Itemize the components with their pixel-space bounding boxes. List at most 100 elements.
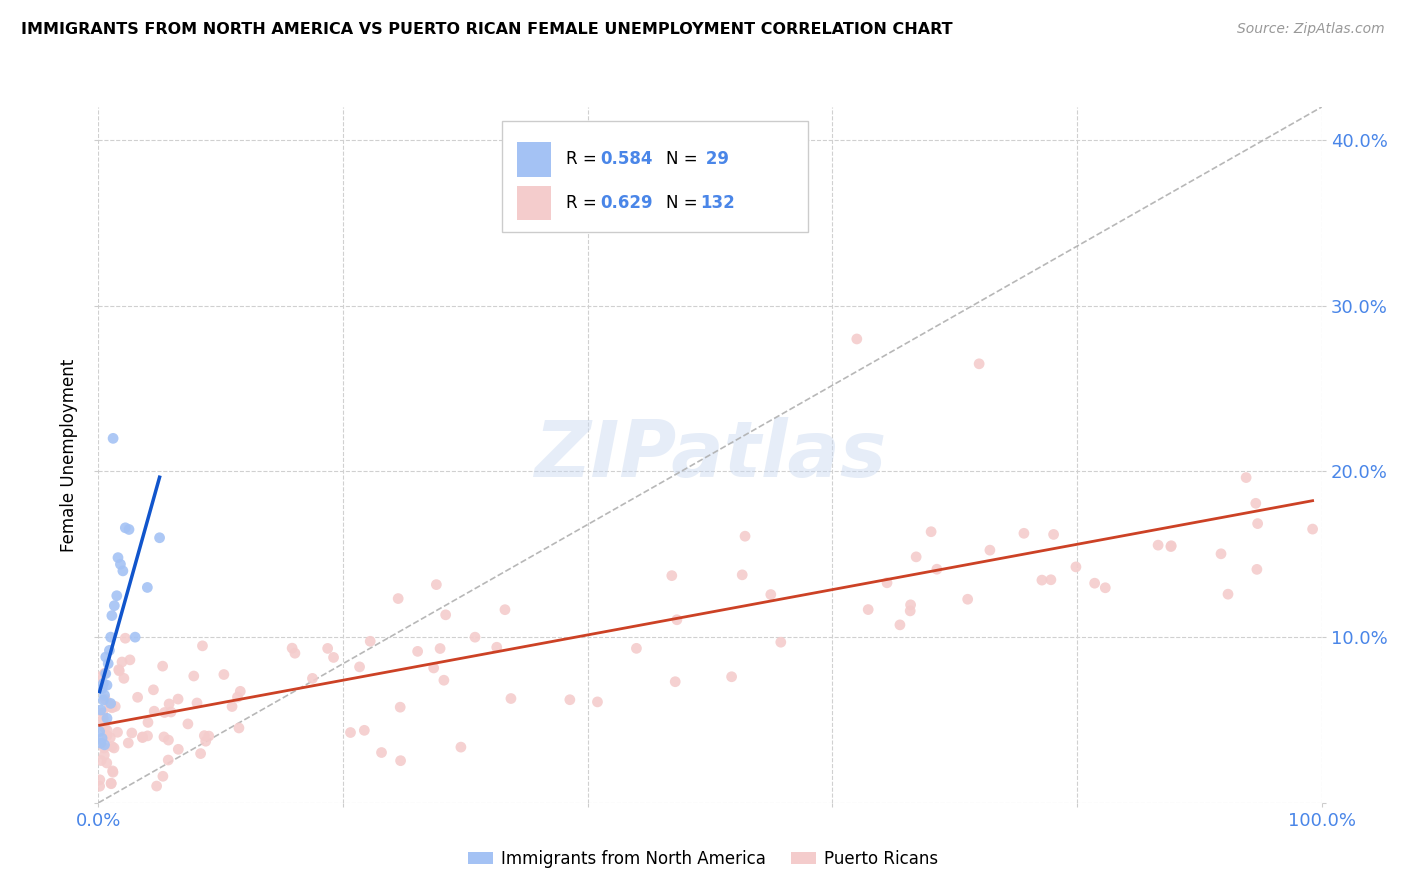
Point [96,756,118,770]
Point [101,765,124,780]
Point [353,723,375,738]
Point [131,730,153,744]
Point [186,696,208,710]
Point [898,604,921,618]
Point [101,700,124,714]
Point [1147,538,1170,552]
Point [96,711,118,725]
Point [1012,526,1035,541]
Point [91,706,114,720]
Point [93,738,115,752]
Point [731,567,754,582]
Text: IMMIGRANTS FROM NORTH AMERICA VS PUERTO RICAN FEMALE UNEMPLOYMENT CORRELATION CH: IMMIGRANTS FROM NORTH AMERICA VS PUERTO … [21,22,953,37]
Point [389,754,412,768]
Point [89,779,111,793]
Point [359,634,381,648]
Text: 0.629: 0.629 [600,194,652,212]
Point [322,650,344,665]
Point [889,618,911,632]
Point [98,643,121,657]
Point [499,691,522,706]
Point [177,717,200,731]
Point [1246,516,1268,531]
Point [734,529,756,543]
Point [494,603,516,617]
Point [167,692,190,706]
Point [93,741,115,756]
Point [1039,573,1062,587]
Point [284,646,307,660]
Point [117,736,139,750]
Point [769,635,792,649]
Point [127,690,149,705]
Point [97,657,120,671]
Text: Source: ZipAtlas.com: Source: ZipAtlas.com [1237,22,1385,37]
Point [856,602,879,616]
Bar [502,121,808,232]
Point [979,543,1001,558]
Point [1302,522,1324,536]
Point [93,666,115,681]
Point [1234,470,1257,484]
Point [136,715,159,730]
Point [118,653,141,667]
Point [91,681,114,696]
Point [664,674,686,689]
Point [1244,496,1267,510]
Point [626,641,648,656]
Point [89,772,111,787]
Point [956,592,979,607]
Point [91,714,114,729]
Point [98,731,121,745]
Point [349,660,371,674]
Point [387,591,409,606]
Point [96,678,118,692]
Point [100,697,122,711]
Point [100,776,122,790]
Point [197,729,219,743]
Point [1246,562,1268,576]
Point [101,608,124,623]
Text: N =: N = [666,194,703,212]
Point [157,697,180,711]
Point [1084,576,1107,591]
Point [124,630,146,644]
Legend: Immigrants from North America, Puerto Ricans: Immigrants from North America, Puerto Ri… [461,844,945,875]
Point [96,723,118,738]
Point [433,673,456,688]
Point [101,431,124,445]
Point [183,669,205,683]
Point [90,754,112,768]
Point [103,741,125,756]
Point [160,705,183,719]
Point [229,684,252,698]
Point [1064,560,1087,574]
Point [98,699,121,714]
Point [425,577,447,591]
Point [111,564,134,578]
Point [221,699,243,714]
Point [107,663,129,677]
Point [121,726,143,740]
Point [149,531,172,545]
Point [100,630,122,644]
Point [157,733,180,747]
Point [422,661,444,675]
Point [94,666,117,681]
Point [558,692,581,706]
Text: N =: N = [666,150,703,169]
Point [370,746,392,760]
Point [145,779,167,793]
Point [131,731,153,745]
Point [114,521,136,535]
Point [104,699,127,714]
Point [661,568,683,582]
Point [905,549,928,564]
Point [759,588,782,602]
Point [93,688,115,702]
Point [1209,547,1232,561]
Point [406,644,429,658]
Text: R =: R = [565,194,602,212]
Point [194,734,217,748]
Point [925,562,948,576]
